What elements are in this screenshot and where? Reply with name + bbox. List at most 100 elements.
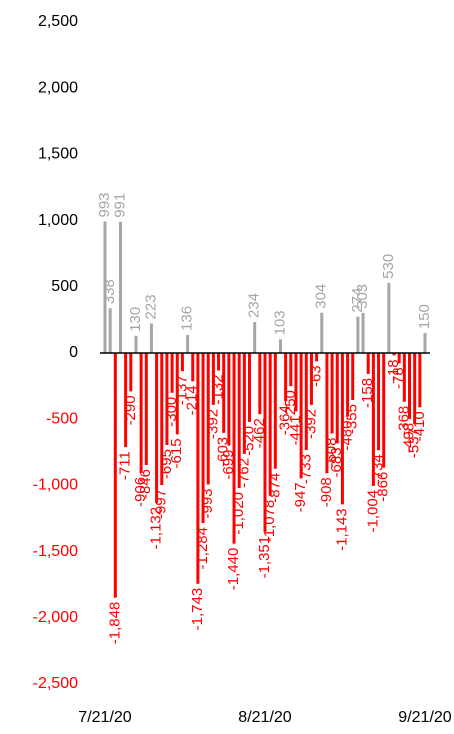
bar bbox=[371, 353, 375, 486]
value-label: -1,743 bbox=[189, 588, 206, 631]
bar bbox=[201, 353, 205, 524]
bar bbox=[284, 353, 288, 402]
value-label: 303 bbox=[354, 284, 371, 309]
value-label: -866 bbox=[375, 472, 392, 502]
bar bbox=[335, 353, 339, 444]
value-label: -874 bbox=[266, 473, 283, 503]
bar bbox=[149, 323, 153, 353]
value-label: -733 bbox=[297, 454, 314, 484]
bar bbox=[134, 335, 138, 353]
bar bbox=[258, 353, 262, 415]
bar bbox=[299, 353, 303, 479]
bar bbox=[155, 353, 159, 503]
bar bbox=[227, 353, 231, 446]
value-label: -762 bbox=[235, 458, 252, 488]
value-label: -1,440 bbox=[225, 548, 242, 591]
value-label: -947 bbox=[292, 482, 309, 512]
bar bbox=[186, 334, 190, 353]
bar bbox=[387, 282, 391, 353]
bar bbox=[180, 353, 184, 372]
value-label: 103 bbox=[271, 310, 288, 335]
bar bbox=[382, 353, 386, 468]
bar bbox=[413, 353, 417, 425]
bar bbox=[273, 353, 277, 469]
bar bbox=[242, 353, 246, 454]
bar bbox=[103, 221, 107, 353]
bar bbox=[397, 353, 401, 364]
bar bbox=[211, 353, 215, 405]
y-tick-label: 1,500 bbox=[38, 146, 78, 163]
x-tick-label: 7/21/20 bbox=[78, 709, 131, 726]
y-tick-label: -1,000 bbox=[33, 477, 78, 494]
bar bbox=[315, 353, 319, 362]
bar bbox=[356, 316, 360, 353]
bar bbox=[263, 353, 267, 532]
bar bbox=[325, 353, 329, 474]
value-label: -1,848 bbox=[106, 602, 123, 645]
value-label: 136 bbox=[179, 306, 196, 331]
value-label: -520 bbox=[240, 426, 257, 456]
value-label: -997 bbox=[153, 489, 170, 519]
bar bbox=[139, 353, 143, 473]
value-label: 991 bbox=[111, 193, 128, 218]
bar bbox=[278, 339, 282, 353]
value-label: 150 bbox=[416, 304, 433, 329]
value-label: 993 bbox=[96, 192, 113, 217]
bar bbox=[423, 333, 427, 353]
value-label: -908 bbox=[318, 477, 335, 507]
value-label: -537 bbox=[406, 428, 423, 458]
bar bbox=[108, 308, 112, 353]
value-label: -290 bbox=[122, 395, 139, 425]
bar bbox=[377, 353, 381, 451]
bar bbox=[118, 221, 122, 353]
bar bbox=[346, 353, 350, 417]
bar bbox=[418, 353, 422, 408]
value-label: 338 bbox=[101, 279, 118, 304]
value-label: -846 bbox=[137, 469, 154, 499]
bar bbox=[222, 353, 226, 433]
bar bbox=[170, 353, 174, 393]
value-label: -498 bbox=[400, 423, 417, 453]
value-label: -355 bbox=[344, 404, 361, 434]
bar bbox=[351, 353, 355, 401]
bar bbox=[196, 353, 200, 584]
y-tick-label: -2,500 bbox=[33, 675, 78, 692]
value-label: 274 bbox=[349, 288, 366, 313]
bar bbox=[144, 353, 148, 466]
bar bbox=[268, 353, 272, 496]
bar bbox=[206, 353, 210, 485]
x-tick-label: 9/21/20 bbox=[398, 709, 451, 726]
value-label: -137 bbox=[173, 375, 190, 405]
value-label: -1,004 bbox=[364, 490, 381, 533]
value-label: -392 bbox=[302, 409, 319, 439]
bar bbox=[253, 322, 257, 353]
y-tick-label: 0 bbox=[69, 344, 78, 361]
bar bbox=[392, 353, 396, 356]
value-label: -364 bbox=[277, 405, 294, 435]
bar bbox=[289, 353, 293, 387]
bar bbox=[175, 353, 179, 435]
value-label: 304 bbox=[313, 284, 330, 309]
bar bbox=[304, 353, 308, 451]
y-tick-label: -2,000 bbox=[33, 609, 78, 626]
bar bbox=[309, 353, 313, 405]
bar bbox=[248, 353, 252, 422]
value-label: -1,143 bbox=[333, 508, 350, 551]
bar bbox=[217, 353, 221, 371]
bar bbox=[232, 353, 236, 544]
value-label: 530 bbox=[380, 254, 397, 279]
y-tick-label: 1,000 bbox=[38, 212, 78, 229]
y-tick-label: 2,500 bbox=[38, 13, 78, 30]
value-label: 234 bbox=[246, 293, 263, 318]
value-label: -906 bbox=[132, 477, 149, 507]
value-label: 223 bbox=[142, 294, 159, 319]
value-label: -392 bbox=[204, 409, 221, 439]
bar bbox=[191, 353, 195, 382]
bar bbox=[294, 353, 298, 412]
bar bbox=[124, 353, 128, 448]
value-label: -615 bbox=[168, 438, 185, 468]
bar bbox=[330, 353, 334, 434]
bar bbox=[408, 353, 412, 419]
value-label: -480 bbox=[339, 421, 356, 451]
